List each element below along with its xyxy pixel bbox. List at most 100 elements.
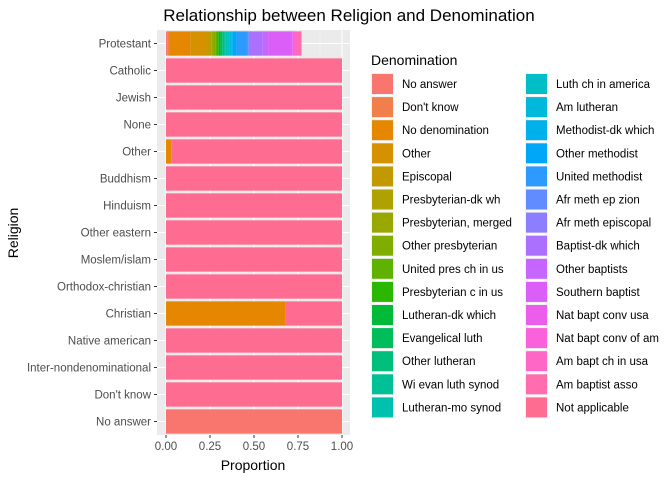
bar-segment: [217, 31, 219, 56]
bars: [166, 31, 342, 434]
bar-segment: [206, 31, 210, 56]
legend-swatch: [526, 305, 547, 325]
y-tick-label: Native american: [68, 336, 151, 348]
legend-label: Wi evan luth synod: [402, 379, 499, 391]
bar-segment: [222, 31, 225, 56]
bar-segment: [166, 301, 286, 326]
bar-segment: [248, 31, 251, 56]
x-tick-label: 0.75: [287, 441, 309, 453]
legend-swatch: [526, 397, 547, 418]
legend-swatch: [526, 258, 547, 279]
y-tick-label: Orthodox-christian: [57, 282, 151, 294]
legend-swatch: [526, 212, 547, 233]
bar-segment: [225, 31, 228, 56]
bar-segment: [166, 328, 342, 353]
y-tick-label: Other eastern: [81, 228, 151, 240]
bar-segment: [250, 31, 263, 56]
bar-segment: [232, 31, 237, 56]
bar-segment: [262, 31, 269, 56]
legend-label: United pres ch in us: [402, 264, 504, 276]
legend-label: Nat bapt conv of am: [556, 333, 659, 345]
bar-segment: [166, 31, 168, 56]
bar-segment: [166, 166, 342, 191]
legend-label: No answer: [402, 79, 457, 91]
legend-swatch: [372, 397, 393, 418]
bar-segment: [166, 247, 342, 272]
bar-segment: [190, 31, 207, 56]
bar-segment: [294, 31, 298, 56]
legend-swatch: [372, 212, 393, 233]
legend-swatch: [526, 97, 547, 118]
bar-segment: [166, 355, 342, 380]
y-tick-label: No answer: [96, 417, 151, 429]
bar-segment: [290, 31, 293, 56]
legend-label: Southern baptist: [556, 287, 641, 299]
legend-label: Lutheran-mo synod: [402, 402, 501, 414]
legend-swatch: [526, 281, 547, 302]
x-tick-label: 0.25: [199, 441, 221, 453]
y-tick-label: Don't know: [94, 390, 151, 402]
legend-swatch: [372, 166, 393, 187]
y-tick-label: Protestant: [99, 39, 152, 51]
y-tick-label: Jewish: [116, 93, 151, 105]
legend-label: Not applicable: [556, 402, 629, 414]
x-tick-label: 1.00: [331, 441, 353, 453]
legend-label: Other presbyterian: [402, 241, 497, 253]
legend-label: Nat bapt conv usa: [556, 310, 649, 322]
legend-title: Denomination: [371, 52, 457, 68]
legend-swatch: [372, 97, 393, 118]
legend-label: United methodist: [556, 171, 643, 183]
y-tick-label: None: [124, 120, 152, 132]
legend-swatch: [526, 74, 547, 94]
legend-swatch: [526, 120, 547, 141]
bar-segment: [231, 31, 233, 56]
legend-swatch: [372, 351, 393, 372]
bar-segment: [227, 31, 230, 56]
legend-swatch: [372, 74, 393, 94]
legend-label: No denomination: [402, 125, 489, 137]
legend-swatch: [372, 374, 393, 395]
legend-label: Other lutheran: [402, 356, 476, 368]
bar-segment: [166, 139, 172, 164]
bar-segment: [218, 31, 221, 56]
legend-label: Am baptist asso: [556, 379, 638, 391]
y-axis-ticks: Protestant Catholic Jewish None Other Buddhis…: [27, 39, 157, 429]
legend: No answer Don't know No denomination Other E…: [371, 73, 659, 419]
bar-segment: [166, 409, 342, 434]
legend-swatch: [372, 305, 393, 325]
legend-swatch: [372, 189, 393, 210]
bar-segment: [166, 382, 342, 407]
bar-segment: [215, 31, 218, 56]
bar-segment: [167, 31, 170, 56]
legend-swatch: [372, 258, 393, 279]
legend-swatch: [372, 235, 393, 256]
legend-label: Evangelical luth: [402, 333, 483, 345]
legend-swatch: [372, 281, 393, 302]
legend-label: Afr meth ep zion: [556, 195, 640, 207]
bar-segment: [166, 274, 342, 299]
bar-segment: [285, 301, 342, 326]
bar-segment: [211, 31, 214, 56]
bar-segment: [236, 31, 247, 56]
legend-label: Other: [402, 148, 431, 160]
legend-label: Episcopal: [402, 171, 452, 183]
bar-segment: [166, 220, 342, 245]
x-axis-ticks: 0.00 0.25 0.50 0.75 1.00: [155, 435, 353, 453]
legend-swatch: [372, 328, 393, 349]
y-tick-label: Moslem/islam: [81, 255, 151, 267]
legend-label: Other methodist: [556, 148, 639, 160]
bar-segment: [166, 112, 342, 137]
y-tick-label: Other: [122, 147, 151, 159]
bar-segment: [171, 139, 342, 164]
legend-label: Am bapt ch in usa: [556, 356, 649, 368]
legend-swatch: [526, 166, 547, 187]
y-tick-label: Buddhism: [100, 174, 151, 186]
legend-label: Lutheran-dk which: [402, 310, 496, 322]
legend-label: Don't know: [402, 102, 459, 114]
legend-label: Baptist-dk which: [556, 241, 640, 253]
legend-label: Am lutheran: [556, 102, 618, 114]
legend-label: Presbyterian, merged: [402, 218, 512, 230]
x-tick-label: 0.00: [155, 441, 177, 453]
chart-title: Relationship between Religion and Denomi…: [163, 6, 534, 25]
